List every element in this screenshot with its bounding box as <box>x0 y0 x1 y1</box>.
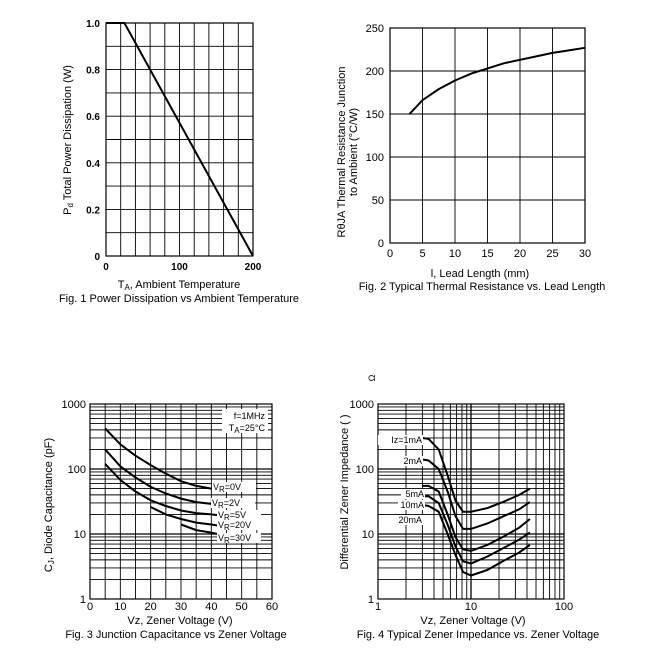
y-tick-label: 100 <box>356 464 374 476</box>
y-tick-label: 0.8 <box>86 66 100 77</box>
chart-title: Fig. 4 Typical Zener Impedance vs. Zener… <box>357 629 600 641</box>
series-label-VR=20V: VR=20V <box>218 520 251 532</box>
impedance-curve-1 <box>422 458 531 530</box>
annotation-frequency: f=1MHz <box>234 411 266 421</box>
y-axis-label: CJ, Diode Capacitance (pF) <box>43 438 56 572</box>
y-tick-label: 0.2 <box>86 205 100 216</box>
x-tick-label: 30 <box>175 601 187 613</box>
plot-frame <box>389 27 586 244</box>
series-label-5mA: 5mA <box>405 489 424 499</box>
unit-symbol: Ω <box>367 374 377 381</box>
y-tick-label: 10 <box>362 529 374 541</box>
y-axis-label: Differential Zener Impedance ( ) <box>339 414 351 569</box>
y-tick-label: 200 <box>366 66 384 78</box>
x-tick-label: 0 <box>387 248 393 260</box>
legend-label-bg <box>217 533 261 543</box>
x-axis-label: Vz, Zener Voltage (V) <box>127 615 232 627</box>
series-label-VR=30V: VR=30V <box>218 533 251 545</box>
annotation-bg <box>222 409 268 433</box>
capacitance-curve-2 <box>104 463 218 517</box>
y-tick-label: 150 <box>366 109 384 121</box>
legend-label-bg <box>217 510 261 520</box>
x-axis-label: l, Lead Length (mm) <box>431 268 529 280</box>
x-tick-label: 0 <box>103 262 109 273</box>
y-tick-label: 250 <box>366 23 384 35</box>
y-axis-label: Pd Total Power Dissipation (W) <box>62 65 75 215</box>
impedance-curve-4 <box>422 503 531 577</box>
plot-frame <box>377 403 565 600</box>
series-label-VR=0V: VR=0V <box>213 482 241 494</box>
chart-thermal-resistance: 0 50 100 150 200 250 0 5 10 15 20 25 30 l, Lead Lengt… <box>336 23 605 293</box>
capacitance-curve-0 <box>104 427 212 490</box>
y-tick-label: 0 <box>378 238 384 250</box>
y-tick-label: 100 <box>366 152 384 164</box>
thermal-resistance-line <box>408 46 586 115</box>
y-tick-label: 0.4 <box>86 159 100 170</box>
impedance-curve-0 <box>422 437 531 513</box>
y-tick-label: 0 <box>94 252 100 263</box>
x-axis-label: TA, Ambient Temperature <box>118 279 241 292</box>
x-tick-label: 20 <box>514 248 526 260</box>
chart-title: Fig. 1 Power Dissipation vs Ambient Temp… <box>59 293 299 305</box>
x-tick-label: 200 <box>245 262 262 273</box>
plot-frame <box>89 403 273 600</box>
x-tick-label: 5 <box>419 248 425 260</box>
y-tick-label: 1000 <box>62 399 86 411</box>
legend-label-bg <box>401 489 425 499</box>
series-label-VR=5V: VR=5V <box>218 510 246 522</box>
capacitance-curve-4 <box>180 523 218 535</box>
y-axis-label: RθJA Thermal Resistance Junctionto Ambie… <box>336 67 360 238</box>
y-tick-label: 1 <box>80 594 86 606</box>
legend-label-bg <box>396 515 423 525</box>
x-tick-label: 0 <box>87 601 93 613</box>
x-tick-label: 40 <box>205 601 217 613</box>
legend-label-bg <box>217 520 261 530</box>
chart-title: Fig. 2 Typical Thermal Resistance vs. Le… <box>359 281 606 293</box>
x-tick-label: 10 <box>114 601 126 613</box>
plot-frame <box>105 22 254 257</box>
x-tick-label: 100 <box>555 601 573 613</box>
y-tick-label: 50 <box>372 195 384 207</box>
chart-title: Fig. 3 Junction Capacitance vs Zener Vol… <box>65 629 286 641</box>
y-tick-label: 10 <box>74 529 86 541</box>
chart-power-dissipation: 0 0.2 0.4 0.6 0.8 1.0 0 100 200 TA, Ambient Tempe… <box>59 19 299 305</box>
annotation-temperature: TA=25°C <box>229 423 266 435</box>
x-tick-label: 50 <box>236 601 248 613</box>
legend-label-bg <box>211 498 255 508</box>
series-label-2mA: 2mA <box>403 456 422 466</box>
x-tick-label: 10 <box>465 601 477 613</box>
x-tick-label: 10 <box>449 248 461 260</box>
series-label-20mA: 20mA <box>398 515 422 525</box>
power-dissipation-line <box>106 22 254 257</box>
legend-label-bg <box>399 456 423 466</box>
x-tick-label: 1 <box>375 601 381 613</box>
series-label-Iz=1mA: Iz=1mA <box>391 435 422 445</box>
series-label-10mA: 10mA <box>400 500 424 510</box>
impedance-curve-2 <box>422 484 531 552</box>
y-tick-label: 100 <box>68 464 86 476</box>
y-tick-label: 1.0 <box>86 19 100 30</box>
x-tick-label: 100 <box>171 262 188 273</box>
capacitance-curve-1 <box>104 448 218 506</box>
x-tick-label: 20 <box>145 601 157 613</box>
y-tick-label: 1000 <box>350 399 374 411</box>
x-tick-label: 25 <box>546 248 558 260</box>
impedance-curve-3 <box>422 495 531 565</box>
y-tick-label: 1 <box>368 594 374 606</box>
legend-label-bg <box>212 482 256 492</box>
series-label-VR=2V: VR=2V <box>212 498 240 510</box>
x-tick-label: 60 <box>266 601 278 613</box>
x-tick-label: 15 <box>481 248 493 260</box>
x-axis-label: Vz, Zener Voltage (V) <box>420 615 525 627</box>
legend-label-bg <box>378 435 423 445</box>
capacitance-curve-3 <box>150 506 218 527</box>
legend-label-bg <box>398 500 425 510</box>
y-tick-label: 0.6 <box>86 112 100 123</box>
x-tick-label: 30 <box>579 248 591 260</box>
